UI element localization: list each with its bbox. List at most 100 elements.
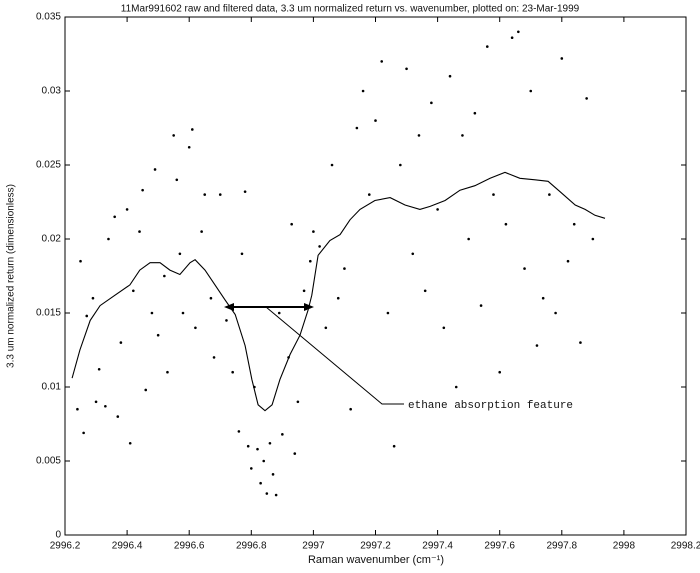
data-point <box>367 193 371 196</box>
data-point <box>79 259 82 263</box>
data-point <box>442 326 446 330</box>
data-point <box>492 193 495 196</box>
data-point <box>290 222 293 226</box>
data-point <box>94 400 98 404</box>
data-point <box>510 36 514 40</box>
data-point <box>76 407 79 411</box>
data-point <box>535 344 539 347</box>
data-point <box>355 126 359 130</box>
x-tick-label: 2996.6 <box>174 541 205 552</box>
data-point <box>517 30 520 34</box>
data-point <box>436 208 439 211</box>
data-point <box>361 89 365 93</box>
data-point <box>566 259 570 263</box>
data-point <box>104 404 107 408</box>
data-point <box>262 459 266 463</box>
data-point <box>591 237 595 241</box>
data-point <box>302 289 306 293</box>
data-point <box>265 492 269 495</box>
data-point <box>277 311 281 315</box>
data-point <box>399 163 402 167</box>
data-point <box>191 128 194 131</box>
data-point <box>312 230 315 233</box>
data-point <box>125 208 129 211</box>
data-point <box>579 341 582 344</box>
data-point <box>380 60 384 63</box>
y-tick-label: 0.005 <box>36 456 61 467</box>
data-point <box>243 190 247 193</box>
data-point <box>336 296 340 300</box>
data-point <box>82 431 85 435</box>
data-point <box>194 326 197 330</box>
y-tick-label: 0.02 <box>42 234 62 245</box>
data-point <box>560 57 564 60</box>
data-point <box>212 356 216 359</box>
data-point <box>256 447 259 451</box>
data-point <box>172 134 175 137</box>
data-point <box>240 252 244 256</box>
data-point <box>296 400 300 404</box>
data-point <box>116 415 120 418</box>
data-point <box>461 134 464 137</box>
x-tick-label: 2996.4 <box>112 541 143 552</box>
data-point <box>97 367 101 371</box>
x-tick-label: 2998.2 <box>671 541 700 552</box>
data-point <box>132 289 135 293</box>
data-point <box>548 193 551 196</box>
data-point <box>156 333 160 337</box>
data-point <box>259 481 262 485</box>
data-point <box>541 296 545 300</box>
y-tick-label: 0.025 <box>36 160 61 171</box>
data-point <box>128 441 132 445</box>
data-point <box>374 119 377 122</box>
y-tick-label: 0 <box>55 530 61 541</box>
data-point <box>330 163 334 167</box>
x-tick-label: 2996.2 <box>50 541 81 552</box>
annotation: ethane absorption feature <box>408 400 573 412</box>
x-tick-label: 2997.8 <box>547 541 578 552</box>
data-point <box>166 370 169 374</box>
data-point <box>175 178 179 182</box>
data-point <box>209 296 213 300</box>
data-point <box>246 444 250 448</box>
y-tick-label: 0.015 <box>36 308 61 319</box>
data-point <box>281 433 284 436</box>
y-tick-label: 0.01 <box>42 382 62 393</box>
data-point <box>324 326 328 330</box>
data-point <box>225 319 228 322</box>
data-point <box>343 267 346 270</box>
y-tick-label: 0.035 <box>36 12 61 23</box>
y-axis-label: 3.3 um normalized return (dimensionless) <box>6 184 17 368</box>
data-point <box>308 259 312 263</box>
data-point <box>585 97 588 100</box>
data-point <box>85 314 89 318</box>
data-point <box>479 304 483 307</box>
data-point <box>318 245 321 248</box>
data-point <box>405 67 408 71</box>
data-point <box>237 430 241 433</box>
data-point <box>498 370 502 374</box>
data-point <box>554 311 557 315</box>
data-point <box>144 388 148 392</box>
chart-title: 11Mar991602 raw and filtered data, 3.3 u… <box>121 4 580 15</box>
data-point <box>178 252 182 256</box>
data-point <box>504 222 508 226</box>
data-point <box>473 111 477 115</box>
data-point <box>163 274 166 278</box>
data-point <box>467 237 470 241</box>
data-point <box>107 237 110 241</box>
x-tick-label: 2996.8 <box>236 541 267 552</box>
data-point <box>417 134 421 137</box>
pointer-line <box>265 306 404 405</box>
x-tick-label: 2998 <box>613 541 636 552</box>
data-point <box>454 385 458 389</box>
data-point <box>423 289 427 293</box>
data-point <box>218 193 222 196</box>
x-tick-label: 2997 <box>302 541 325 552</box>
y-tick-label: 0.03 <box>42 86 62 97</box>
data-point <box>271 473 275 476</box>
data-point <box>448 74 452 78</box>
data-point <box>268 441 272 445</box>
data-point <box>141 188 144 192</box>
data-point <box>119 341 123 344</box>
